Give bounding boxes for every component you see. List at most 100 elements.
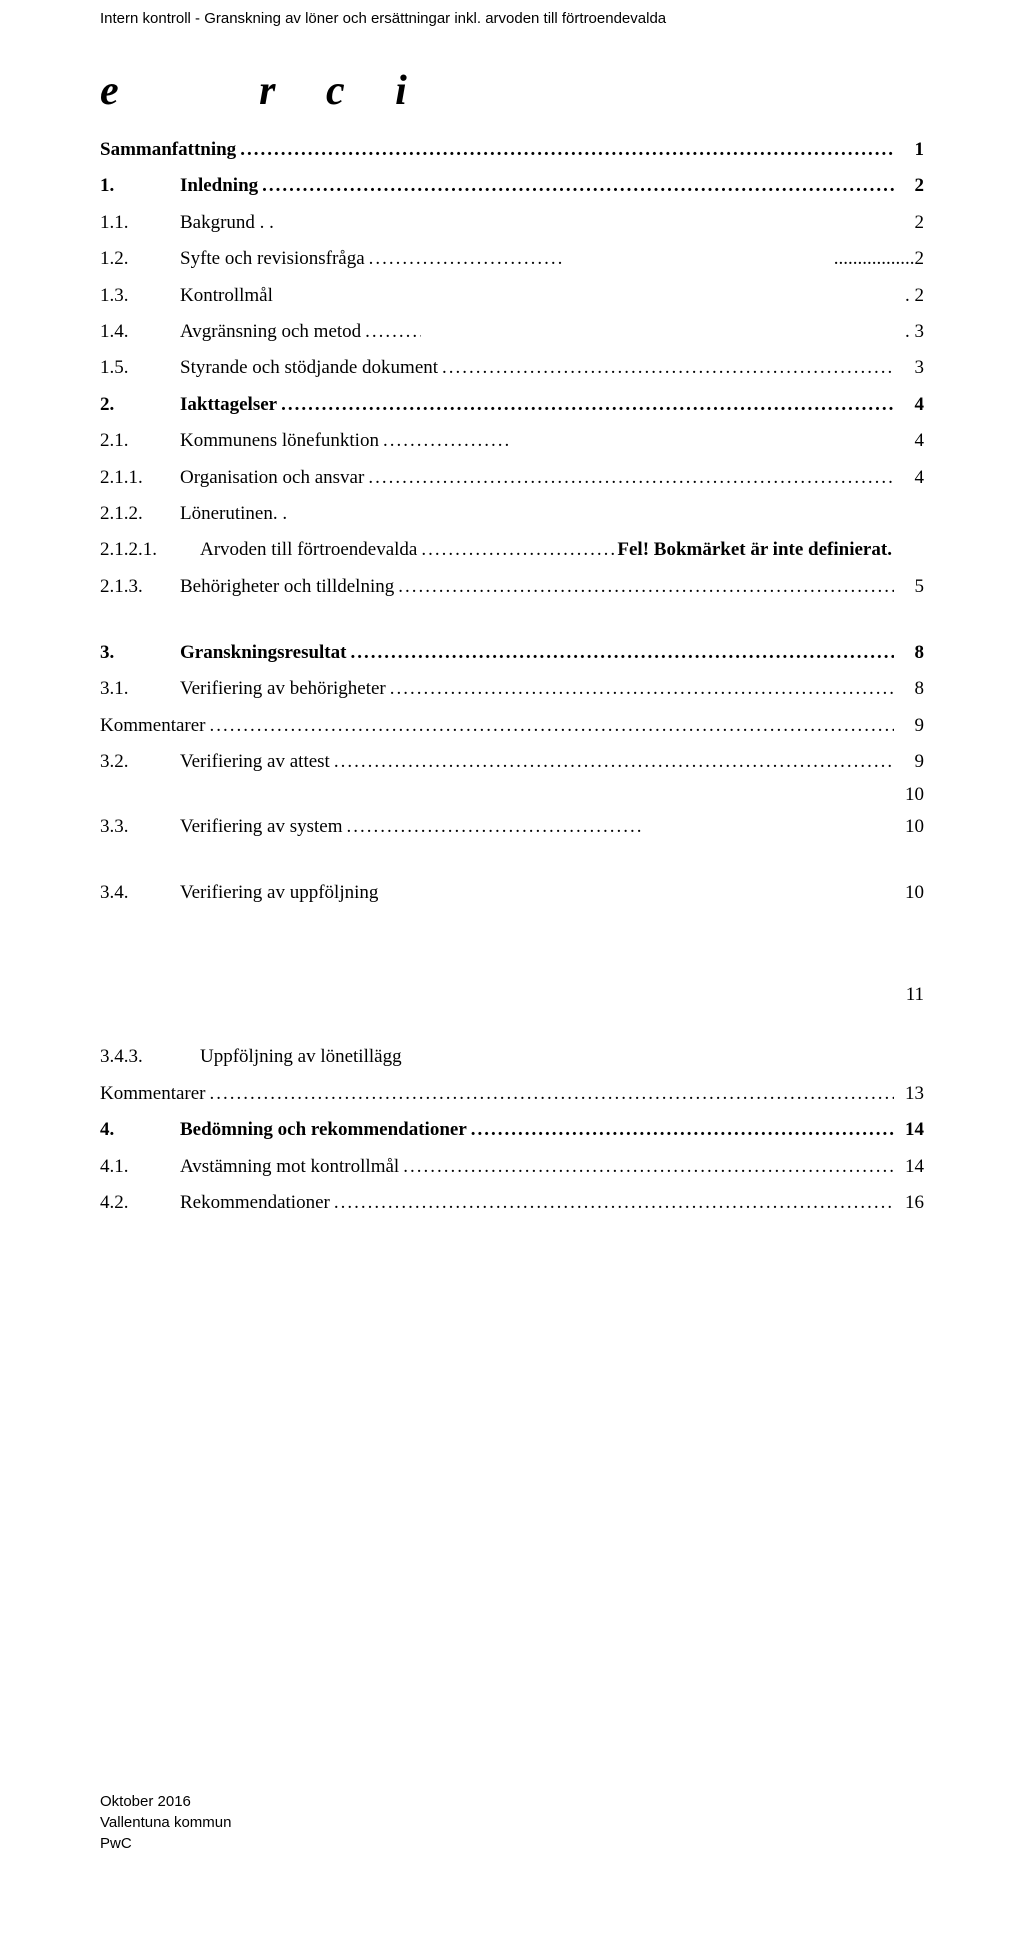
toc-dots — [361, 317, 421, 347]
toc-num: 4.2. — [100, 1188, 180, 1218]
toc-page: 10 — [894, 784, 924, 806]
toc-entry: 3.3. Verifiering av system 10 — [100, 812, 924, 842]
toc-label: Styrande och stödjande dokument — [180, 353, 438, 383]
toc-entry: 3.4.3. Uppföljning av lönetillägg — [100, 1042, 924, 1072]
toc-num: 1. — [100, 171, 180, 201]
toc-page: 3 — [894, 353, 924, 383]
toc-dots — [399, 1152, 894, 1182]
title-letter-e: e — [100, 67, 119, 115]
toc-page: 13 — [894, 1079, 924, 1109]
toc-label: Bedömning och rekommendationer — [180, 1115, 467, 1145]
toc-label: Kommentarer — [100, 711, 206, 741]
title-letter-i: i — [395, 67, 407, 115]
toc-page: 10 — [894, 878, 924, 908]
toc-entry: 3. Granskningsresultat 8 — [100, 638, 924, 668]
toc-entry: 4.1. Avstämning mot kontrollmål 14 — [100, 1152, 924, 1182]
toc-orphan-page: 10 — [100, 784, 924, 806]
toc-page: 10 — [894, 812, 924, 842]
spacer — [100, 848, 924, 878]
toc-page: 14 — [894, 1115, 924, 1145]
toc-num: 1.3. — [100, 281, 180, 311]
table-of-contents: Sammanfattning 1 1. Inledning 2 1.1. Bak… — [100, 135, 924, 1218]
toc-dots — [467, 1115, 894, 1145]
toc-label: Arvoden till förtroendevalda — [200, 535, 417, 565]
toc-label: Inledning — [180, 171, 258, 201]
toc-num: 3.4. — [100, 878, 180, 908]
toc-page: 8 — [894, 674, 924, 704]
toc-dots — [438, 353, 894, 383]
document-header: Intern kontroll - Granskning av löner oc… — [100, 0, 924, 67]
toc-dots — [346, 638, 894, 668]
toc-page: 8 — [894, 638, 924, 668]
toc-num: 1.2. — [100, 244, 180, 274]
toc-entry: 4. Bedömning och rekommendationer 14 — [100, 1115, 924, 1145]
toc-label: Verifiering av behörigheter — [180, 674, 386, 704]
toc-page: 5 — [894, 572, 924, 602]
toc-num: 4. — [100, 1115, 180, 1145]
bottom-space — [100, 1224, 924, 1824]
toc-page: Fel! Bokmärket är inte definierat. — [617, 535, 892, 565]
toc-entry: 1.5. Styrande och stödjande dokument 3 — [100, 353, 924, 383]
toc-entry: 2.1.2. Lönerutinen. . — [100, 499, 924, 529]
toc-dots — [364, 463, 894, 493]
toc-label: Iakttagelser — [180, 390, 277, 420]
toc-dots — [365, 244, 565, 274]
toc-label: Bakgrund . . — [180, 208, 274, 238]
toc-page: 9 — [894, 711, 924, 741]
toc-label: Kontrollmål — [180, 281, 273, 311]
toc-entry: 2.1.2.1. Arvoden till förtroendevalda Fe… — [100, 535, 924, 565]
toc-page: 1 — [894, 135, 924, 165]
footer-company: PwC — [100, 1833, 231, 1854]
title-letter-r: r — [259, 67, 275, 115]
toc-label: Rekommendationer — [180, 1188, 330, 1218]
toc-page: 4 — [894, 426, 924, 456]
toc-num: 2.1.1. — [100, 463, 180, 493]
title-letter-c: c — [326, 67, 345, 115]
toc-label: Uppföljning av lönetillägg — [200, 1042, 402, 1072]
toc-entry: Kommentarer 13 — [100, 1079, 924, 1109]
toc-entry: 1. Inledning 2 — [100, 171, 924, 201]
toc-page: .................2 — [834, 244, 924, 274]
toc-page: 9 — [894, 747, 924, 777]
footer: Oktober 2016 Vallentuna kommun PwC — [100, 1791, 231, 1854]
toc-num: 2.1.2.1. — [100, 535, 200, 565]
toc-num: 3.1. — [100, 674, 180, 704]
toc-page: 2 — [894, 171, 924, 201]
toc-page: . 3 — [894, 317, 924, 347]
toc-orphan-page: 11 — [100, 984, 924, 1006]
toc-entry: 1.1. Bakgrund . . 2 — [100, 208, 924, 238]
toc-dots — [394, 572, 894, 602]
toc-page: . 2 — [894, 281, 924, 311]
toc-label: Verifiering av uppföljning — [180, 878, 378, 908]
toc-num: 3.3. — [100, 812, 180, 842]
toc-page: 4 — [894, 390, 924, 420]
toc-entry: 3.1. Verifiering av behörigheter 8 — [100, 674, 924, 704]
toc-page: 4 — [894, 463, 924, 493]
toc-label: Verifiering av system — [180, 812, 343, 842]
toc-label: Lönerutinen. . — [180, 499, 287, 529]
toc-num: 1.4. — [100, 317, 180, 347]
toc-label: Avgränsning och metod — [180, 317, 361, 347]
toc-entry: 1.2. Syfte och revisionsfråga ..........… — [100, 244, 924, 274]
toc-dots — [277, 390, 894, 420]
toc-dots — [330, 1188, 894, 1218]
toc-dots — [379, 426, 509, 456]
toc-dots — [330, 747, 894, 777]
toc-dots — [386, 674, 894, 704]
toc-entry: 1.4. Avgränsning och metod . 3 — [100, 317, 924, 347]
toc-entry: 2.1.1. Organisation och ansvar 4 — [100, 463, 924, 493]
toc-num: 3. — [100, 638, 180, 668]
toc-num: 2.1.3. — [100, 572, 180, 602]
page: Intern kontroll - Granskning av löner oc… — [0, 0, 1024, 1884]
toc-page: 16 — [894, 1188, 924, 1218]
toc-label: Avstämning mot kontrollmål — [180, 1152, 399, 1182]
toc-label: Kommunens lönefunktion — [180, 426, 379, 456]
toc-num: 1.1. — [100, 208, 180, 238]
spacer — [100, 608, 924, 638]
spacer — [100, 914, 924, 984]
toc-num: 4.1. — [100, 1152, 180, 1182]
toc-label: Verifiering av attest — [180, 747, 330, 777]
toc-entry: 1.3. Kontrollmål . 2 — [100, 281, 924, 311]
toc-dots — [236, 135, 894, 165]
toc-num: 2.1. — [100, 426, 180, 456]
